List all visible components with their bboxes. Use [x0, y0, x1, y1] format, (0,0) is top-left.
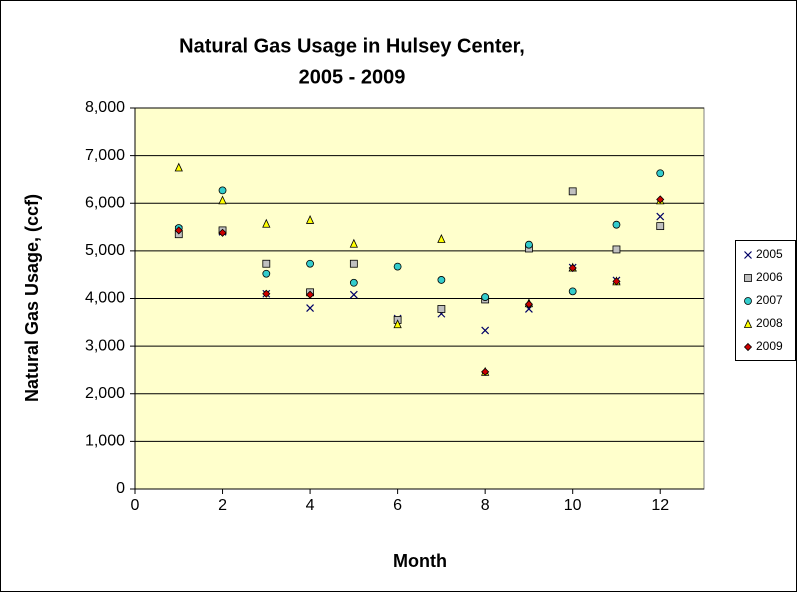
point — [306, 290, 315, 299]
point — [568, 187, 577, 196]
point — [174, 162, 183, 172]
y-tick-label: 7,000 — [85, 147, 125, 164]
legend-marker — [744, 251, 752, 259]
point — [612, 277, 621, 286]
point — [481, 293, 490, 301]
point — [437, 305, 446, 313]
point — [612, 245, 621, 254]
point — [349, 238, 358, 248]
x-tick-label: 8 — [481, 497, 490, 514]
x-tick-label: 0 — [131, 497, 140, 514]
y-tick-label: 8,000 — [85, 99, 125, 116]
point — [262, 259, 271, 268]
y-tick-label: 6,000 — [85, 194, 125, 211]
point — [393, 319, 402, 329]
point — [262, 289, 271, 298]
point — [656, 222, 665, 231]
x-tick-label: 6 — [393, 497, 402, 514]
y-tick-label: 4,000 — [85, 290, 125, 307]
legend-label: 2005 — [756, 247, 783, 261]
point — [612, 220, 621, 229]
x-tick-label: 12 — [651, 497, 669, 514]
point — [306, 259, 314, 268]
point — [524, 300, 533, 309]
point — [656, 169, 665, 178]
y-tick-label: 2,000 — [85, 385, 125, 402]
y-tick-label: 5,000 — [85, 242, 125, 259]
point — [393, 262, 402, 271]
legend-marker — [744, 274, 752, 282]
point — [481, 367, 490, 376]
point — [174, 226, 183, 235]
y-tick-label: 3,000 — [85, 337, 125, 354]
legend-marker — [743, 342, 753, 352]
legend-label: 2009 — [756, 339, 783, 353]
y-tick-label: 1,000 — [85, 433, 125, 450]
point — [218, 195, 227, 205]
x-tick-label: 2 — [218, 497, 227, 514]
point — [437, 234, 446, 243]
legend-marker — [744, 297, 752, 305]
x-tick-label: 10 — [564, 497, 582, 514]
legend-label: 2008 — [756, 316, 783, 330]
x-axis-label: Month — [393, 551, 447, 571]
point — [349, 278, 358, 287]
chart-title: Natural Gas Usage in Hulsey Center, — [179, 35, 525, 57]
x-tick-label: 4 — [306, 497, 315, 514]
point — [481, 326, 490, 335]
legend-label: 2006 — [756, 270, 783, 284]
point — [218, 228, 227, 237]
chart-subtitle: 2005 - 2009 — [299, 66, 406, 88]
point — [305, 214, 315, 224]
point — [262, 218, 271, 228]
point — [306, 304, 315, 312]
point — [525, 240, 533, 249]
point — [349, 259, 358, 268]
point — [218, 186, 227, 195]
y-tick-label: 0 — [116, 480, 125, 497]
point — [568, 287, 577, 296]
point — [349, 290, 358, 299]
legend-label: 2007 — [756, 293, 783, 307]
point — [656, 195, 665, 204]
point — [437, 276, 446, 284]
point — [568, 263, 577, 273]
point — [656, 212, 665, 221]
point — [262, 269, 271, 278]
y-axis-label: Natural Gas Usage, (ccf) — [22, 194, 42, 402]
legend-marker — [743, 319, 753, 328]
